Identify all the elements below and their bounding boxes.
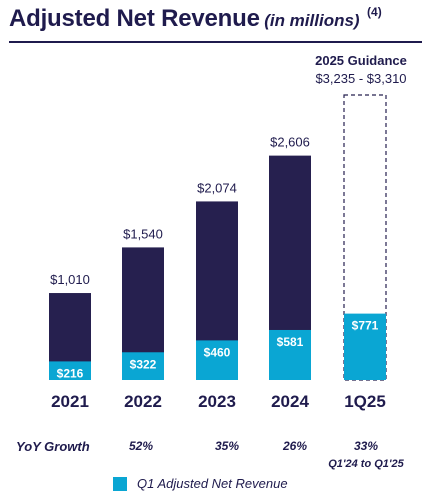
yoy-note: Q1'24 to Q1'25: [328, 458, 404, 470]
yoy-value-1q25: 33%: [353, 439, 379, 453]
x-tick-label-2022: 2022: [124, 392, 162, 411]
bar-total-label-2021: $1,010: [50, 272, 90, 287]
guidance-range: $3,235 - $3,310: [315, 71, 407, 86]
bar-q1-label-2022: $322: [130, 357, 157, 371]
bar-q1-2023: [196, 340, 238, 380]
guidance-title: 2025 Guidance: [315, 53, 407, 68]
bar-total-label-2022: $1,540: [123, 226, 163, 241]
bar-total-label-2024: $2,606: [270, 135, 310, 150]
bar-q1-label-2023: $460: [204, 345, 231, 359]
yoy-row: YoY Growth 52% 35% 26% 33%: [0, 439, 430, 459]
bar-q1-label-1q25: $771: [352, 319, 379, 333]
title-main: Adjusted Net Revenue: [9, 5, 260, 32]
bar-q1-2021: [49, 361, 91, 380]
bar-total-label-2023: $2,074: [197, 180, 237, 195]
x-tick-label-2024: 2024: [271, 392, 309, 411]
yoy-value-2022: 52%: [128, 439, 154, 453]
x-tick-label-2021: 2021: [51, 392, 89, 411]
bar-q1-2022: [122, 352, 164, 380]
bar-q1-label-2024: $581: [277, 335, 304, 349]
legend-swatch: [113, 477, 127, 491]
x-tick-label-1q25: 1Q25: [344, 392, 386, 411]
bar-q1-1q25: [344, 313, 386, 380]
yoy-label: YoY Growth: [16, 439, 90, 454]
yoy-value-2023: 35%: [214, 439, 240, 453]
title-rule: [9, 41, 422, 43]
legend-label: Q1 Adjusted Net Revenue: [137, 476, 288, 491]
title-units: (in millions): [264, 11, 360, 30]
guidance-outline-1q25: [343, 94, 387, 381]
title-footnote: (4): [367, 5, 382, 19]
bar-q1-2024: [269, 329, 311, 380]
bar-chart: $1,010 $216 2021 $1,540 $322 2022 $2,074 $460 20…: [49, 94, 387, 411]
chart-title: Adjusted Net Revenue (in millions) (4): [9, 5, 382, 33]
bar-q1-label-2021: $216: [57, 366, 84, 380]
x-tick-label-2023: 2023: [198, 392, 236, 411]
yoy-value-2024: 26%: [282, 439, 308, 453]
